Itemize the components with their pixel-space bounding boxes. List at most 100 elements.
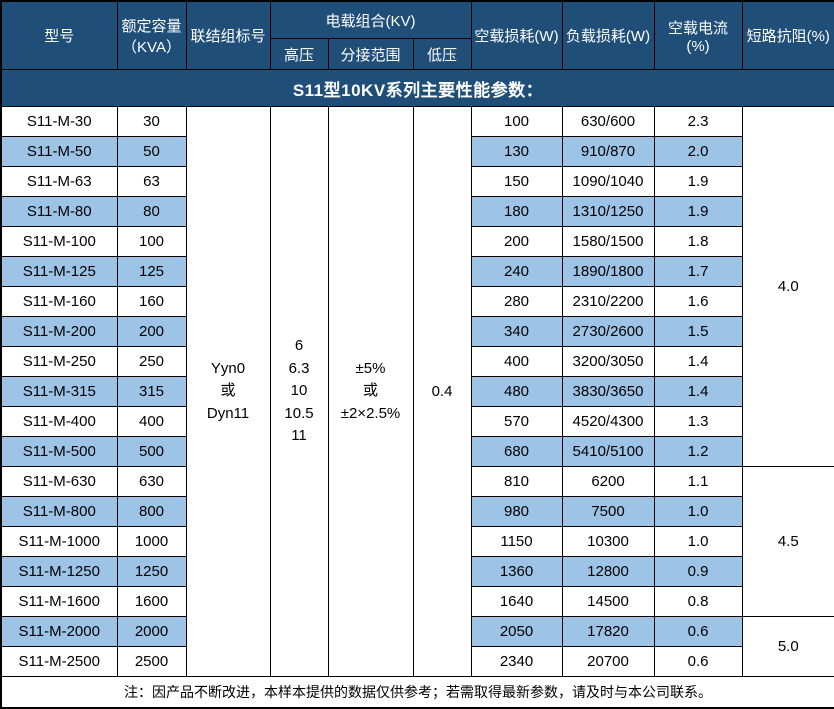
cell-capacity: 63 bbox=[116, 166, 187, 197]
col-header-tap-range: 分接范围 bbox=[327, 38, 414, 70]
col-header-impedance: 短路抗阻(%) bbox=[741, 0, 834, 70]
table-row: S11-M-160 160 280 2310/2200 1.6 bbox=[0, 286, 834, 317]
cell-load-loss: 630/600 bbox=[561, 106, 655, 137]
cell-load-loss: 6200 bbox=[561, 466, 655, 497]
cell-no-load-current: 1.0 bbox=[653, 496, 743, 527]
cell-no-load-current: 1.6 bbox=[653, 286, 743, 317]
table-row: S11-M-2000 2000 2050 17820 0.6 5.0 bbox=[0, 616, 834, 677]
cell-tap-range: ±5% 或 ±2×2.5% bbox=[327, 106, 414, 677]
cell-no-load-loss: 150 bbox=[470, 166, 563, 197]
cell-load-loss: 14500 bbox=[561, 586, 655, 617]
cell-load-loss: 7500 bbox=[561, 496, 655, 527]
cell-impedance: 4.0 bbox=[741, 106, 834, 467]
col-header-voltage-group: 电载组合(KV) bbox=[269, 0, 472, 39]
table-row: 高压 分接范围 低压 bbox=[1, 38, 834, 70]
cell-no-load-loss: 810 bbox=[470, 466, 563, 497]
col-header-lv: 低压 bbox=[412, 38, 472, 70]
cell-model: S11-M-160 bbox=[0, 286, 118, 317]
table-row: S11-M-1600 1600 1640 14500 0.8 bbox=[0, 586, 834, 617]
table-row: S11-M-1250 1250 1360 12800 0.9 bbox=[0, 556, 834, 587]
cell-no-load-loss: 180 bbox=[470, 196, 563, 227]
cell-load-loss: 1890/1800 bbox=[561, 256, 655, 287]
cell-model: S11-M-63 bbox=[0, 166, 118, 197]
col-header-capacity: 额定容量 （KVA） bbox=[116, 0, 187, 70]
cell-capacity: 1000 bbox=[116, 526, 187, 557]
cell-no-load-current: 0.6 bbox=[653, 646, 743, 677]
cell-no-load-loss: 680 bbox=[470, 436, 563, 467]
cell-capacity: 200 bbox=[116, 316, 187, 347]
cell-load-loss: 12800 bbox=[561, 556, 655, 587]
table-row: S11-M-125 125 240 1890/1800 1.7 bbox=[0, 256, 834, 287]
cell-no-load-current: 0.9 bbox=[653, 556, 743, 587]
cell-model: S11-M-315 bbox=[0, 376, 118, 407]
cell-no-load-current: 1.5 bbox=[653, 316, 743, 347]
cell-load-loss: 5410/5100 bbox=[561, 436, 655, 467]
cell-load-loss: 17820 bbox=[561, 616, 655, 647]
cell-load-loss: 1090/1040 bbox=[561, 166, 655, 197]
table-row: S11-M-200 200 340 2730/2600 1.5 bbox=[0, 316, 834, 347]
cell-load-loss: 3200/3050 bbox=[561, 346, 655, 377]
cell-load-loss: 3830/3650 bbox=[561, 376, 655, 407]
cell-model: S11-M-1000 bbox=[0, 526, 118, 557]
cell-model: S11-M-100 bbox=[0, 226, 118, 257]
cell-no-load-current: 1.7 bbox=[653, 256, 743, 287]
cell-lv: 0.4 bbox=[412, 106, 472, 677]
cell-model: S11-M-2500 bbox=[0, 646, 118, 677]
cell-capacity: 160 bbox=[116, 286, 187, 317]
cell-capacity: 315 bbox=[116, 376, 187, 407]
col-header-no-load-current: 空载电流(%) bbox=[653, 0, 743, 70]
table-row: S11-M-2500 2500 2340 20700 0.6 bbox=[0, 646, 834, 677]
cell-no-load-loss: 1150 bbox=[470, 526, 563, 557]
table-row: S11-M-80 80 180 1310/1250 1.9 bbox=[0, 196, 834, 227]
table-row: S11-M-63 63 150 1090/1040 1.9 bbox=[0, 166, 834, 197]
cell-capacity: 2000 bbox=[116, 616, 187, 647]
table-row: 型号 额定容量 （KVA） 联结组标号 电载组合(KV) 空载损耗(W) 负载损… bbox=[0, 0, 834, 70]
cell-no-load-loss: 240 bbox=[470, 256, 563, 287]
cell-no-load-current: 0.6 bbox=[653, 616, 743, 647]
cell-model: S11-M-50 bbox=[0, 136, 118, 167]
cell-load-loss: 1310/1250 bbox=[561, 196, 655, 227]
cell-capacity: 80 bbox=[116, 196, 187, 227]
cell-capacity: 30 bbox=[116, 106, 187, 137]
table-row: S11-M-315 315 480 3830/3650 1.4 bbox=[0, 376, 834, 407]
cell-capacity: 50 bbox=[116, 136, 187, 167]
cell-capacity: 1250 bbox=[116, 556, 187, 587]
cell-model: S11-M-800 bbox=[0, 496, 118, 527]
cell-load-loss: 910/870 bbox=[561, 136, 655, 167]
table-row: S11-M-100 100 200 1580/1500 1.8 bbox=[0, 226, 834, 257]
cell-no-load-current: 1.9 bbox=[653, 196, 743, 227]
cell-impedance: 4.5 bbox=[741, 466, 834, 617]
cell-no-load-current: 1.1 bbox=[653, 466, 743, 497]
cell-model: S11-M-1250 bbox=[0, 556, 118, 587]
cell-no-load-loss: 2340 bbox=[470, 646, 563, 677]
cell-load-loss: 4520/4300 bbox=[561, 406, 655, 437]
cell-load-loss: 2730/2600 bbox=[561, 316, 655, 347]
cell-impedance: 5.0 bbox=[741, 616, 834, 677]
col-header-model: 型号 bbox=[0, 0, 118, 70]
cell-capacity: 2500 bbox=[116, 646, 187, 677]
table-row: S11-M-30 30 Yyn0 或 Dyn11 6 6.3 10 10.5 1… bbox=[0, 106, 834, 677]
cell-no-load-current: 1.4 bbox=[653, 346, 743, 377]
cell-model: S11-M-500 bbox=[0, 436, 118, 467]
footnote: 注：因产品不断改进，本样本提供的数据仅供参考；若需取得最新参数，请及时与本公司联… bbox=[0, 676, 834, 709]
cell-no-load-loss: 340 bbox=[470, 316, 563, 347]
cell-model: S11-M-250 bbox=[0, 346, 118, 377]
table-row: S11-M-400 400 570 4520/4300 1.3 bbox=[0, 406, 834, 437]
cell-no-load-current: 1.8 bbox=[653, 226, 743, 257]
table-row: S11-M-800 800 980 7500 1.0 bbox=[0, 496, 834, 527]
table-row: S11-M-50 50 130 910/870 2.0 bbox=[0, 136, 834, 167]
cell-model: S11-M-30 bbox=[0, 106, 118, 137]
cell-capacity: 500 bbox=[116, 436, 187, 467]
cell-load-loss: 20700 bbox=[561, 646, 655, 677]
table-row: S11-M-500 500 680 5410/5100 1.2 bbox=[0, 436, 834, 467]
col-header-load-loss: 负载损耗(W) bbox=[561, 0, 655, 70]
cell-capacity: 400 bbox=[116, 406, 187, 437]
cell-model: S11-M-125 bbox=[0, 256, 118, 287]
cell-no-load-loss: 100 bbox=[470, 106, 563, 137]
cell-no-load-current: 2.0 bbox=[653, 136, 743, 167]
cell-no-load-loss: 1360 bbox=[470, 556, 563, 587]
cell-no-load-current: 0.8 bbox=[653, 586, 743, 617]
cell-model: S11-M-1600 bbox=[0, 586, 118, 617]
